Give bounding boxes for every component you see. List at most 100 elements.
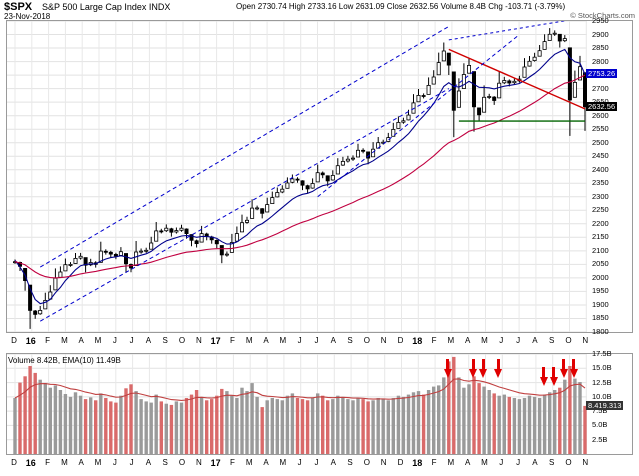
y-axis-tick-label: 2700 [592,83,609,93]
down-arrow-stem [562,359,566,369]
x-axis-tick-label-volume: S [549,458,555,467]
down-arrow-icon [479,369,488,378]
x-axis-tick-label: M [94,336,102,345]
volume-axis-tick-label: 5.0B [592,420,608,430]
y-axis-tick-label: 2650 [592,97,609,106]
y-axis-tick-label: 1800 [592,327,609,336]
x-axis-tick-label: F [229,336,235,345]
x-axis-tick-label: M [245,336,253,345]
x-axis-tick-label: F [431,336,437,345]
x-axis-tick-label: S [347,336,353,345]
x-axis-tick-label: S [162,336,168,345]
x-axis-tick-label-volume: S [162,458,168,467]
x-axis-tick-label-volume: D [11,458,17,467]
x-axis-tick-label-volume: A [263,458,269,467]
down-arrow-icon [549,377,558,386]
x-axis-tick-label: J [499,336,504,345]
down-arrow-icon [569,369,578,378]
down-arrow-stem [481,359,485,369]
x-axis-tick-label: N [195,336,202,345]
x-axis-tick-label: A [465,336,471,345]
x-axis-tick-label: A [263,336,269,345]
x-axis-tick-label-volume: 16 [25,458,36,468]
x-axis-tick-label: A [330,336,336,345]
x-axis-tick-label-volume: 17 [210,458,221,468]
price-chart-panel [6,20,633,333]
x-axis-tick-label: M [279,336,287,345]
y-axis-tick-label: 2500 [592,137,609,147]
x-axis-tick-label-volume: D [397,458,404,467]
x-axis-tick-label-volume: O [178,458,186,467]
y-axis-tick-label: 2200 [592,218,609,228]
volume-axis-tick-label: 2.5B [592,434,608,444]
credit-label: © StockCharts.com [570,11,635,20]
x-axis-tick-label: A [532,336,538,345]
y-axis-tick-label: 1850 [592,313,609,323]
x-axis-tick-label-volume: J [297,458,302,467]
x-axis-tick-label: S [549,336,555,345]
volume-axis-tick-label: 12.5B [592,377,612,387]
x-axis-tick-label-volume: M [481,458,488,467]
x-axis-tick-label: A [145,336,152,345]
x-axis-tick-label: A [78,336,84,345]
y-axis-tick-label: 2300 [592,191,609,201]
y-axis-tick-label: 2050 [592,259,609,269]
down-arrow-icon [539,377,548,386]
x-axis-tick-label-volume: J [129,458,134,467]
y-axis-tick-label: 1950 [592,286,609,296]
x-axis-tick-label-volume: F [45,458,51,467]
down-arrow-icon [469,369,478,378]
x-axis-tick-label: D [397,336,404,345]
down-arrow-stem [471,359,475,369]
volume-flag: 8.419.313 [586,400,624,410]
y-axis-tick-label: 2900 [592,29,609,39]
y-axis-tick-label: 2000 [592,272,609,282]
down-arrow-icon [494,369,503,378]
x-axis-tick-label-volume: A [78,458,84,467]
y-axis-tick-label: 2250 [592,205,609,215]
quote-line: Open 2730.74 High 2733.16 Low 2631.09 Cl… [236,2,566,11]
price-plot [7,21,588,332]
x-axis-tick-label-volume: F [431,458,437,467]
down-arrow-stem [572,359,576,369]
down-arrow-stem [446,359,450,369]
x-axis-tick-label-volume: O [363,458,370,467]
y-axis-tick-label: 2800 [592,56,609,66]
x-axis-tick-label-volume: N [582,458,589,467]
y-axis-tick-label: 2550 [592,124,609,134]
x-axis-tick-label: M [447,336,455,345]
volume-axis-tick-label: 15.0B [592,363,612,373]
x-axis-tick-label: J [314,336,319,345]
y-axis-tick-label: 2100 [592,245,609,255]
x-axis-tick-label-volume: N [195,458,202,467]
symbol-ticker: $SPX [4,1,33,13]
x-axis-tick-label-volume: F [229,458,235,467]
down-arrow-icon [559,369,568,378]
x-axis-tick-label-volume: M [245,458,253,467]
x-axis-tick-label-volume: N [380,458,387,467]
x-axis-tick-label: O [363,336,370,345]
down-arrow-stem [552,367,556,377]
chart-date: 23-Nov-2018 [4,12,51,21]
x-axis-tick-label: J [297,336,302,345]
y-axis-tick-label: 1900 [592,299,609,309]
chart-header: $SPX S&P 500 Large Cap Index INDX 23-Nov… [0,0,639,26]
x-axis-tick-label-volume: M [279,458,287,467]
x-axis-tick-label: D [11,336,17,345]
y-axis-tick-label: 2850 [592,43,609,53]
x-axis-tick-label: 18 [412,336,423,346]
volume-axis-tick-label: 7.5B [592,406,608,416]
y-axis-tick-label: 2400 [592,164,609,174]
down-arrow-icon [443,369,452,378]
x-axis-tick-label-volume: A [465,458,471,467]
x-axis-tick-label: 16 [25,336,36,346]
y-axis-tick-label: 2950 [592,16,609,25]
ema10-price-flag: 2753.26 [586,69,618,79]
x-axis-tick-label: N [380,336,387,345]
legend-volume: Volume 8.42B, EMA(10) 11.49B [8,356,121,365]
x-axis-tick-label-volume: J [516,458,521,467]
y-axis-tick-label: 2600 [592,110,609,120]
x-axis-tick-label-volume: S [347,458,353,467]
x-axis-tick-label: J [516,336,521,345]
x-axis-tick-label: N [582,336,589,345]
